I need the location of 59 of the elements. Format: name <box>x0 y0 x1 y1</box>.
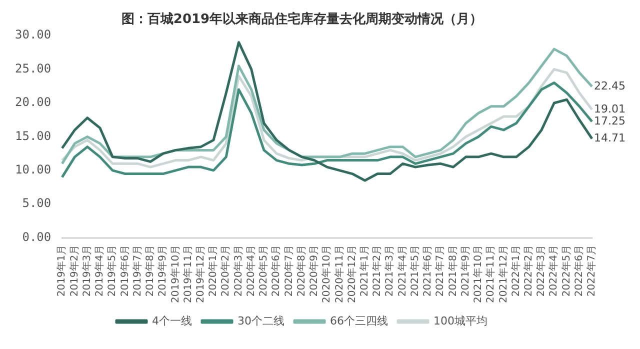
x-tick-label: 2019年5月 <box>106 244 118 297</box>
x-tick-label: 2021年6月 <box>422 244 434 297</box>
x-tick-label: 2021年2月 <box>371 244 384 297</box>
legend-label: 4个一线 <box>152 314 192 328</box>
data-label: 19.01 <box>594 102 626 116</box>
data-label: 17.25 <box>594 114 626 128</box>
x-tick-label: 2021年11月 <box>484 244 497 304</box>
x-tick-label: 2019年2月 <box>68 244 80 297</box>
x-tick-label: 2021年9月 <box>459 244 472 297</box>
x-tick-label: 2020年2月 <box>220 244 232 297</box>
legend-label: 100城平均 <box>434 314 488 328</box>
x-tick-label: 2021年4月 <box>396 244 408 297</box>
y-tick-label: 0.00 <box>22 230 52 244</box>
x-tick-label: 2022年5月 <box>560 244 572 297</box>
x-tick-label: 2020年1月 <box>207 244 220 297</box>
x-tick-label: 2020年8月 <box>295 244 308 297</box>
x-tick-label: 2021年8月 <box>446 244 459 297</box>
x-tick-label: 2021年3月 <box>384 244 396 297</box>
x-tick-label: 2020年9月 <box>308 244 320 297</box>
y-tick-label: 5.00 <box>22 196 52 210</box>
x-tick-label: 2019年11月 <box>182 244 194 304</box>
x-tick-label: 2022年7月 <box>586 244 598 297</box>
x-tick-label: 2022年6月 <box>572 244 585 297</box>
data-label: 14.71 <box>594 132 626 145</box>
y-tick-label: 20.00 <box>15 95 52 110</box>
x-tick-label: 2021年7月 <box>434 244 446 297</box>
x-tick-label: 2019年6月 <box>118 244 131 297</box>
y-tick-label: 25.00 <box>15 61 52 76</box>
x-tick-label: 2021年1月 <box>358 244 371 297</box>
x-tick-label: 2020年5月 <box>258 244 270 297</box>
x-tick-label: 2020年4月 <box>244 244 257 297</box>
x-tick-label: 2020年3月 <box>232 244 244 297</box>
y-tick-label: 30.00 <box>15 28 52 42</box>
y-tick-label: 15.00 <box>15 128 52 143</box>
legend-label: 66个三四线 <box>330 314 388 328</box>
x-tick-label: 2020年12月 <box>346 244 358 304</box>
x-tick-label: 2019年8月 <box>144 244 156 297</box>
y-tick-label: 10.00 <box>15 162 52 177</box>
legend-label: 30个二线 <box>238 314 285 328</box>
x-tick-label: 2019年9月 <box>156 244 169 297</box>
chart-title: 图：百城2019年以来商品住宅库存量去化周期变动情况（月） <box>121 11 483 28</box>
x-tick-label: 2020年11月 <box>333 244 346 304</box>
x-tick-label: 2020年10月 <box>320 244 333 304</box>
data-label: 22.45 <box>594 79 626 92</box>
x-tick-label: 2019年4月 <box>94 244 106 297</box>
x-tick-label: 2022年1月 <box>510 244 522 297</box>
x-tick-label: 2021年5月 <box>408 244 421 297</box>
x-tick-label: 2020年7月 <box>282 244 295 297</box>
x-tick-label: 2019年3月 <box>80 244 93 297</box>
x-tick-label: 2021年10月 <box>472 244 484 304</box>
x-tick-label: 2022年2月 <box>522 244 535 297</box>
x-tick-label: 2021年12月 <box>497 244 510 304</box>
x-tick-label: 2019年7月 <box>131 244 144 297</box>
x-tick-label: 2019年10月 <box>169 244 182 304</box>
x-tick-label: 2022年4月 <box>548 244 560 297</box>
x-tick-label: 2019年12月 <box>194 244 206 304</box>
x-tick-label: 2022年3月 <box>535 244 548 297</box>
x-tick-label: 2020年6月 <box>270 244 282 297</box>
x-tick-label: 2019年1月 <box>56 244 68 297</box>
